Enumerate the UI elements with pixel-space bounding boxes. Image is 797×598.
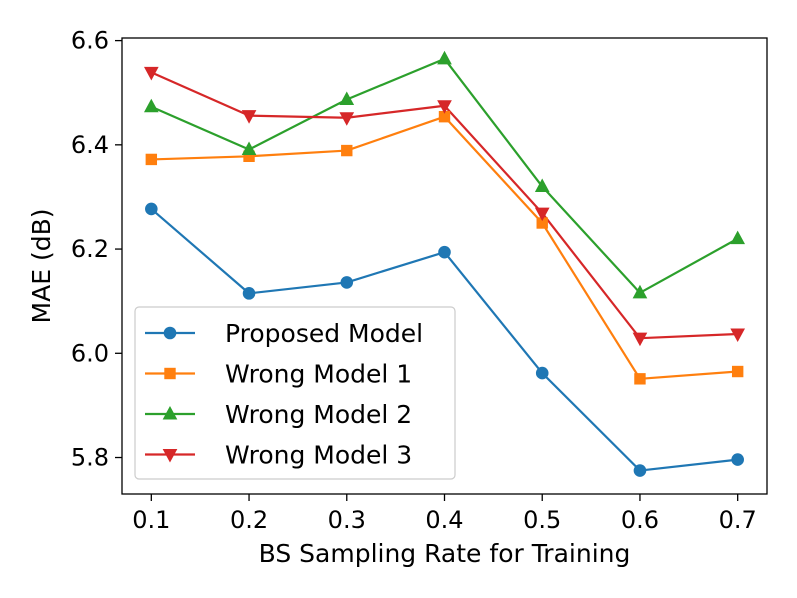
x-tick-label: 0.4 <box>425 506 463 534</box>
y-tick-label: 6.4 <box>71 131 109 159</box>
data-point-series-1 <box>438 245 451 259</box>
legend-entry-label: Wrong Model 3 <box>225 441 412 470</box>
data-point-series-4 <box>632 332 648 347</box>
y-tick-label: 5.8 <box>71 444 109 472</box>
x-tick-label: 0.3 <box>328 506 366 534</box>
data-point-series-3 <box>534 178 550 193</box>
data-point-series-3 <box>632 284 648 299</box>
legend-box <box>134 306 456 480</box>
y-tick-label: 6.0 <box>71 339 109 367</box>
legend-entry-label: Wrong Model 2 <box>225 400 412 429</box>
x-axis-ticks: 0.1 0.2 0.3 0.4 0.5 0.6 0.7 <box>132 494 757 534</box>
y-tick-label: 6.6 <box>71 27 109 55</box>
data-point-series-1 <box>633 464 647 477</box>
data-point-series-3 <box>241 141 257 156</box>
x-tick-label: 0.5 <box>523 506 561 534</box>
data-point-series-1 <box>731 453 744 466</box>
legend: Proposed Model Wrong Model 1 Wrong Model 2… <box>134 306 456 480</box>
x-tick-label: 0.6 <box>621 506 659 534</box>
x-tick-label: 0.2 <box>230 506 268 534</box>
data-point-series-2 <box>634 373 646 385</box>
data-point-series-1 <box>242 287 256 300</box>
legend-swatch-marker <box>162 449 178 463</box>
legend-entry-label: Wrong Model 1 <box>225 360 412 389</box>
data-point-series-1 <box>535 366 549 380</box>
data-point-series-3 <box>339 91 355 105</box>
data-point-series-1 <box>340 276 354 289</box>
legend-swatch-marker <box>163 326 177 340</box>
x-tick-label: 0.7 <box>719 506 757 534</box>
data-point-series-4 <box>534 207 550 222</box>
x-tick-label: 0.1 <box>132 506 170 534</box>
y-tick-label: 6.2 <box>71 235 109 263</box>
data-point-series-3 <box>437 50 452 65</box>
data-point-series-2 <box>731 365 744 378</box>
data-point-series-4 <box>339 112 355 126</box>
data-point-series-2 <box>145 153 158 166</box>
legend-entry-label: Proposed Model <box>225 319 423 348</box>
data-point-series-3 <box>730 230 746 245</box>
data-point-series-2 <box>341 144 353 157</box>
legend-swatch-marker <box>164 367 176 380</box>
x-axis-label: BS Sampling Rate for Training <box>259 539 631 568</box>
data-point-series-4 <box>437 100 452 114</box>
legend-swatch-marker <box>162 405 178 420</box>
y-axis-ticks: 5.8 6.0 6.2 6.4 6.6 <box>71 27 122 472</box>
series-markers <box>143 50 746 477</box>
data-point-series-4 <box>241 110 257 124</box>
y-axis-label: MAE (dB) <box>27 209 56 324</box>
data-point-series-4 <box>143 66 159 81</box>
data-point-series-1 <box>145 202 158 216</box>
data-point-series-3 <box>143 98 159 113</box>
data-point-series-4 <box>730 328 746 343</box>
